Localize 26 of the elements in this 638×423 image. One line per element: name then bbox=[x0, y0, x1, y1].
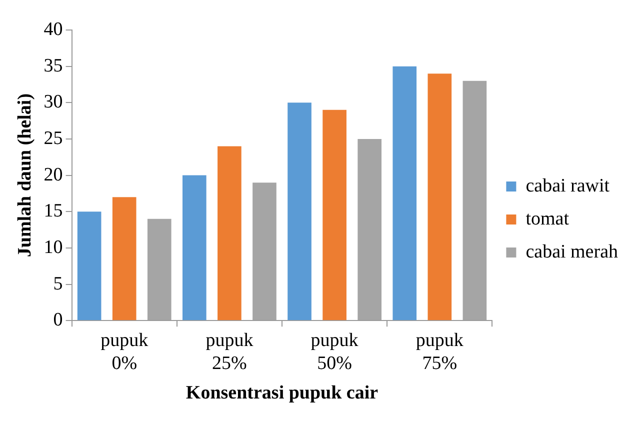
bar bbox=[428, 74, 452, 320]
x-tick-label: pupuk 25% bbox=[206, 330, 254, 374]
x-tick-label: pupuk 0% bbox=[100, 330, 149, 374]
bar bbox=[182, 175, 206, 320]
bar bbox=[322, 110, 346, 320]
y-tick-label: 30 bbox=[44, 92, 63, 113]
y-axis-title: Jumlah daun (helai) bbox=[14, 93, 36, 258]
y-tick-label: 15 bbox=[44, 200, 63, 222]
legend-label: cabai rawit bbox=[526, 175, 610, 196]
x-tick-label: pupuk 50% bbox=[310, 330, 359, 374]
y-tick-label: 0 bbox=[53, 310, 63, 331]
y-tick-label: 20 bbox=[44, 164, 63, 186]
y-tick-label: 10 bbox=[44, 236, 63, 258]
y-tick-label: 25 bbox=[44, 128, 63, 149]
bar bbox=[112, 197, 136, 320]
x-tick-label: pupuk 75% bbox=[416, 330, 464, 374]
legend-label: tomat bbox=[526, 208, 570, 230]
x-axis-title: Konsentrasi pupuk cair bbox=[186, 382, 379, 404]
bar bbox=[77, 212, 102, 320]
legend-label: cabai merah bbox=[526, 241, 618, 262]
y-tick-label: 5 bbox=[53, 273, 63, 294]
y-tick-label: 35 bbox=[44, 55, 63, 76]
y-tick-label: 40 bbox=[44, 18, 63, 40]
bar bbox=[392, 66, 417, 320]
bar bbox=[218, 146, 242, 320]
bar bbox=[288, 102, 312, 320]
